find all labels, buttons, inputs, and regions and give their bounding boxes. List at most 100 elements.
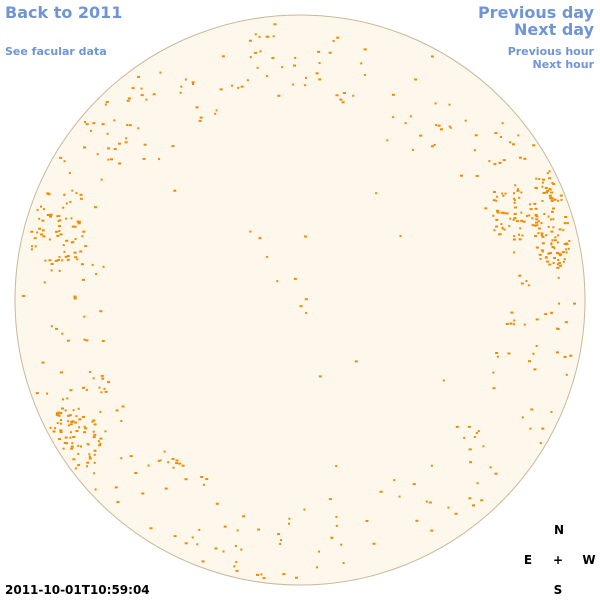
next-day-link[interactable]: Next day [514, 20, 594, 39]
facula-marker [113, 148, 117, 150]
facula-marker [318, 62, 321, 65]
facula-marker [57, 411, 60, 414]
facula-marker [62, 244, 65, 247]
facula-marker [75, 430, 79, 432]
facula-marker [541, 235, 545, 238]
facula-marker [223, 525, 227, 528]
facula-marker [535, 221, 538, 224]
facula-marker [81, 235, 84, 238]
facula-marker [134, 472, 138, 474]
facula-marker [92, 122, 96, 125]
facula-marker [563, 243, 566, 246]
facula-marker [63, 441, 67, 444]
facula-marker [237, 86, 240, 89]
facula-marker [171, 145, 175, 148]
previous-hour-link[interactable]: Previous hour [507, 45, 594, 58]
facula-marker [294, 56, 297, 59]
facula-marker [63, 193, 66, 196]
facula-marker [104, 390, 108, 393]
facula-marker [69, 423, 73, 426]
see-facular-data-link[interactable]: See facular data [5, 45, 107, 58]
facula-marker [159, 71, 162, 74]
facula-marker [392, 116, 395, 119]
facula-marker [545, 234, 548, 237]
facula-marker [365, 520, 369, 522]
facula-marker [372, 542, 376, 545]
facula-marker [473, 149, 476, 152]
facula-marker [242, 515, 246, 518]
facula-marker [414, 78, 418, 81]
back-to-year-link[interactable]: Back to 2011 [5, 3, 123, 22]
facula-marker [147, 464, 150, 467]
facula-marker [99, 437, 103, 440]
facula-marker [73, 295, 77, 298]
facula-marker [567, 247, 570, 250]
facula-marker [46, 192, 50, 195]
facula-marker [61, 259, 64, 262]
facula-marker [415, 519, 419, 522]
facula-marker [552, 218, 555, 221]
facula-marker [517, 134, 520, 137]
facula-marker [67, 420, 70, 423]
facula-marker [94, 488, 97, 491]
facula-marker [129, 455, 133, 458]
facula-marker [260, 573, 263, 576]
facula-marker [142, 157, 146, 160]
facula-marker [184, 78, 187, 81]
facula-marker [556, 252, 559, 254]
facula-marker [93, 433, 97, 436]
facula-marker [215, 502, 219, 505]
facula-marker [93, 453, 96, 456]
facula-marker [339, 98, 343, 101]
facula-marker [552, 183, 556, 186]
facula-marker [164, 487, 168, 490]
facula-marker [501, 122, 504, 125]
facula-marker [72, 409, 75, 412]
facula-marker [140, 87, 143, 90]
facula-marker [116, 501, 120, 504]
facula-marker [201, 560, 205, 563]
facula-marker [328, 498, 332, 501]
facula-marker [64, 255, 68, 258]
next-hour-link[interactable]: Next hour [532, 58, 595, 71]
facula-marker [375, 192, 378, 195]
facula-marker [56, 422, 59, 424]
facula-marker [258, 237, 262, 240]
facula-marker [40, 205, 42, 208]
facula-marker [202, 483, 205, 486]
facula-marker [58, 256, 61, 259]
previous-day-link[interactable]: Previous day [477, 3, 594, 22]
facula-marker [343, 92, 346, 94]
facula-marker [548, 194, 552, 197]
facula-marker [559, 264, 562, 267]
facula-marker [54, 427, 56, 430]
facula-marker [41, 361, 45, 364]
facula-marker [497, 211, 500, 214]
facula-marker [175, 459, 179, 462]
facula-marker [84, 245, 88, 248]
facula-marker [41, 229, 45, 232]
facula-marker [74, 421, 78, 424]
facula-marker [494, 472, 498, 475]
facula-marker [535, 246, 539, 249]
facula-marker [70, 445, 74, 448]
facula-marker [50, 269, 53, 272]
facula-marker [542, 192, 546, 194]
facula-marker [565, 248, 568, 251]
facula-marker [81, 278, 85, 281]
facula-marker [493, 163, 497, 166]
facula-marker [535, 318, 539, 321]
facula-marker [510, 311, 514, 314]
facula-marker [513, 217, 517, 220]
facula-marker [114, 486, 118, 489]
facula-marker [472, 504, 475, 507]
facula-marker [512, 143, 515, 146]
facula-marker [293, 277, 297, 280]
facula-marker [563, 258, 566, 261]
facula-marker [434, 102, 437, 105]
facula-marker [249, 230, 252, 233]
facula-marker [489, 466, 492, 469]
facula-marker [88, 453, 91, 456]
facula-marker [69, 436, 72, 439]
facula-marker [541, 242, 545, 245]
